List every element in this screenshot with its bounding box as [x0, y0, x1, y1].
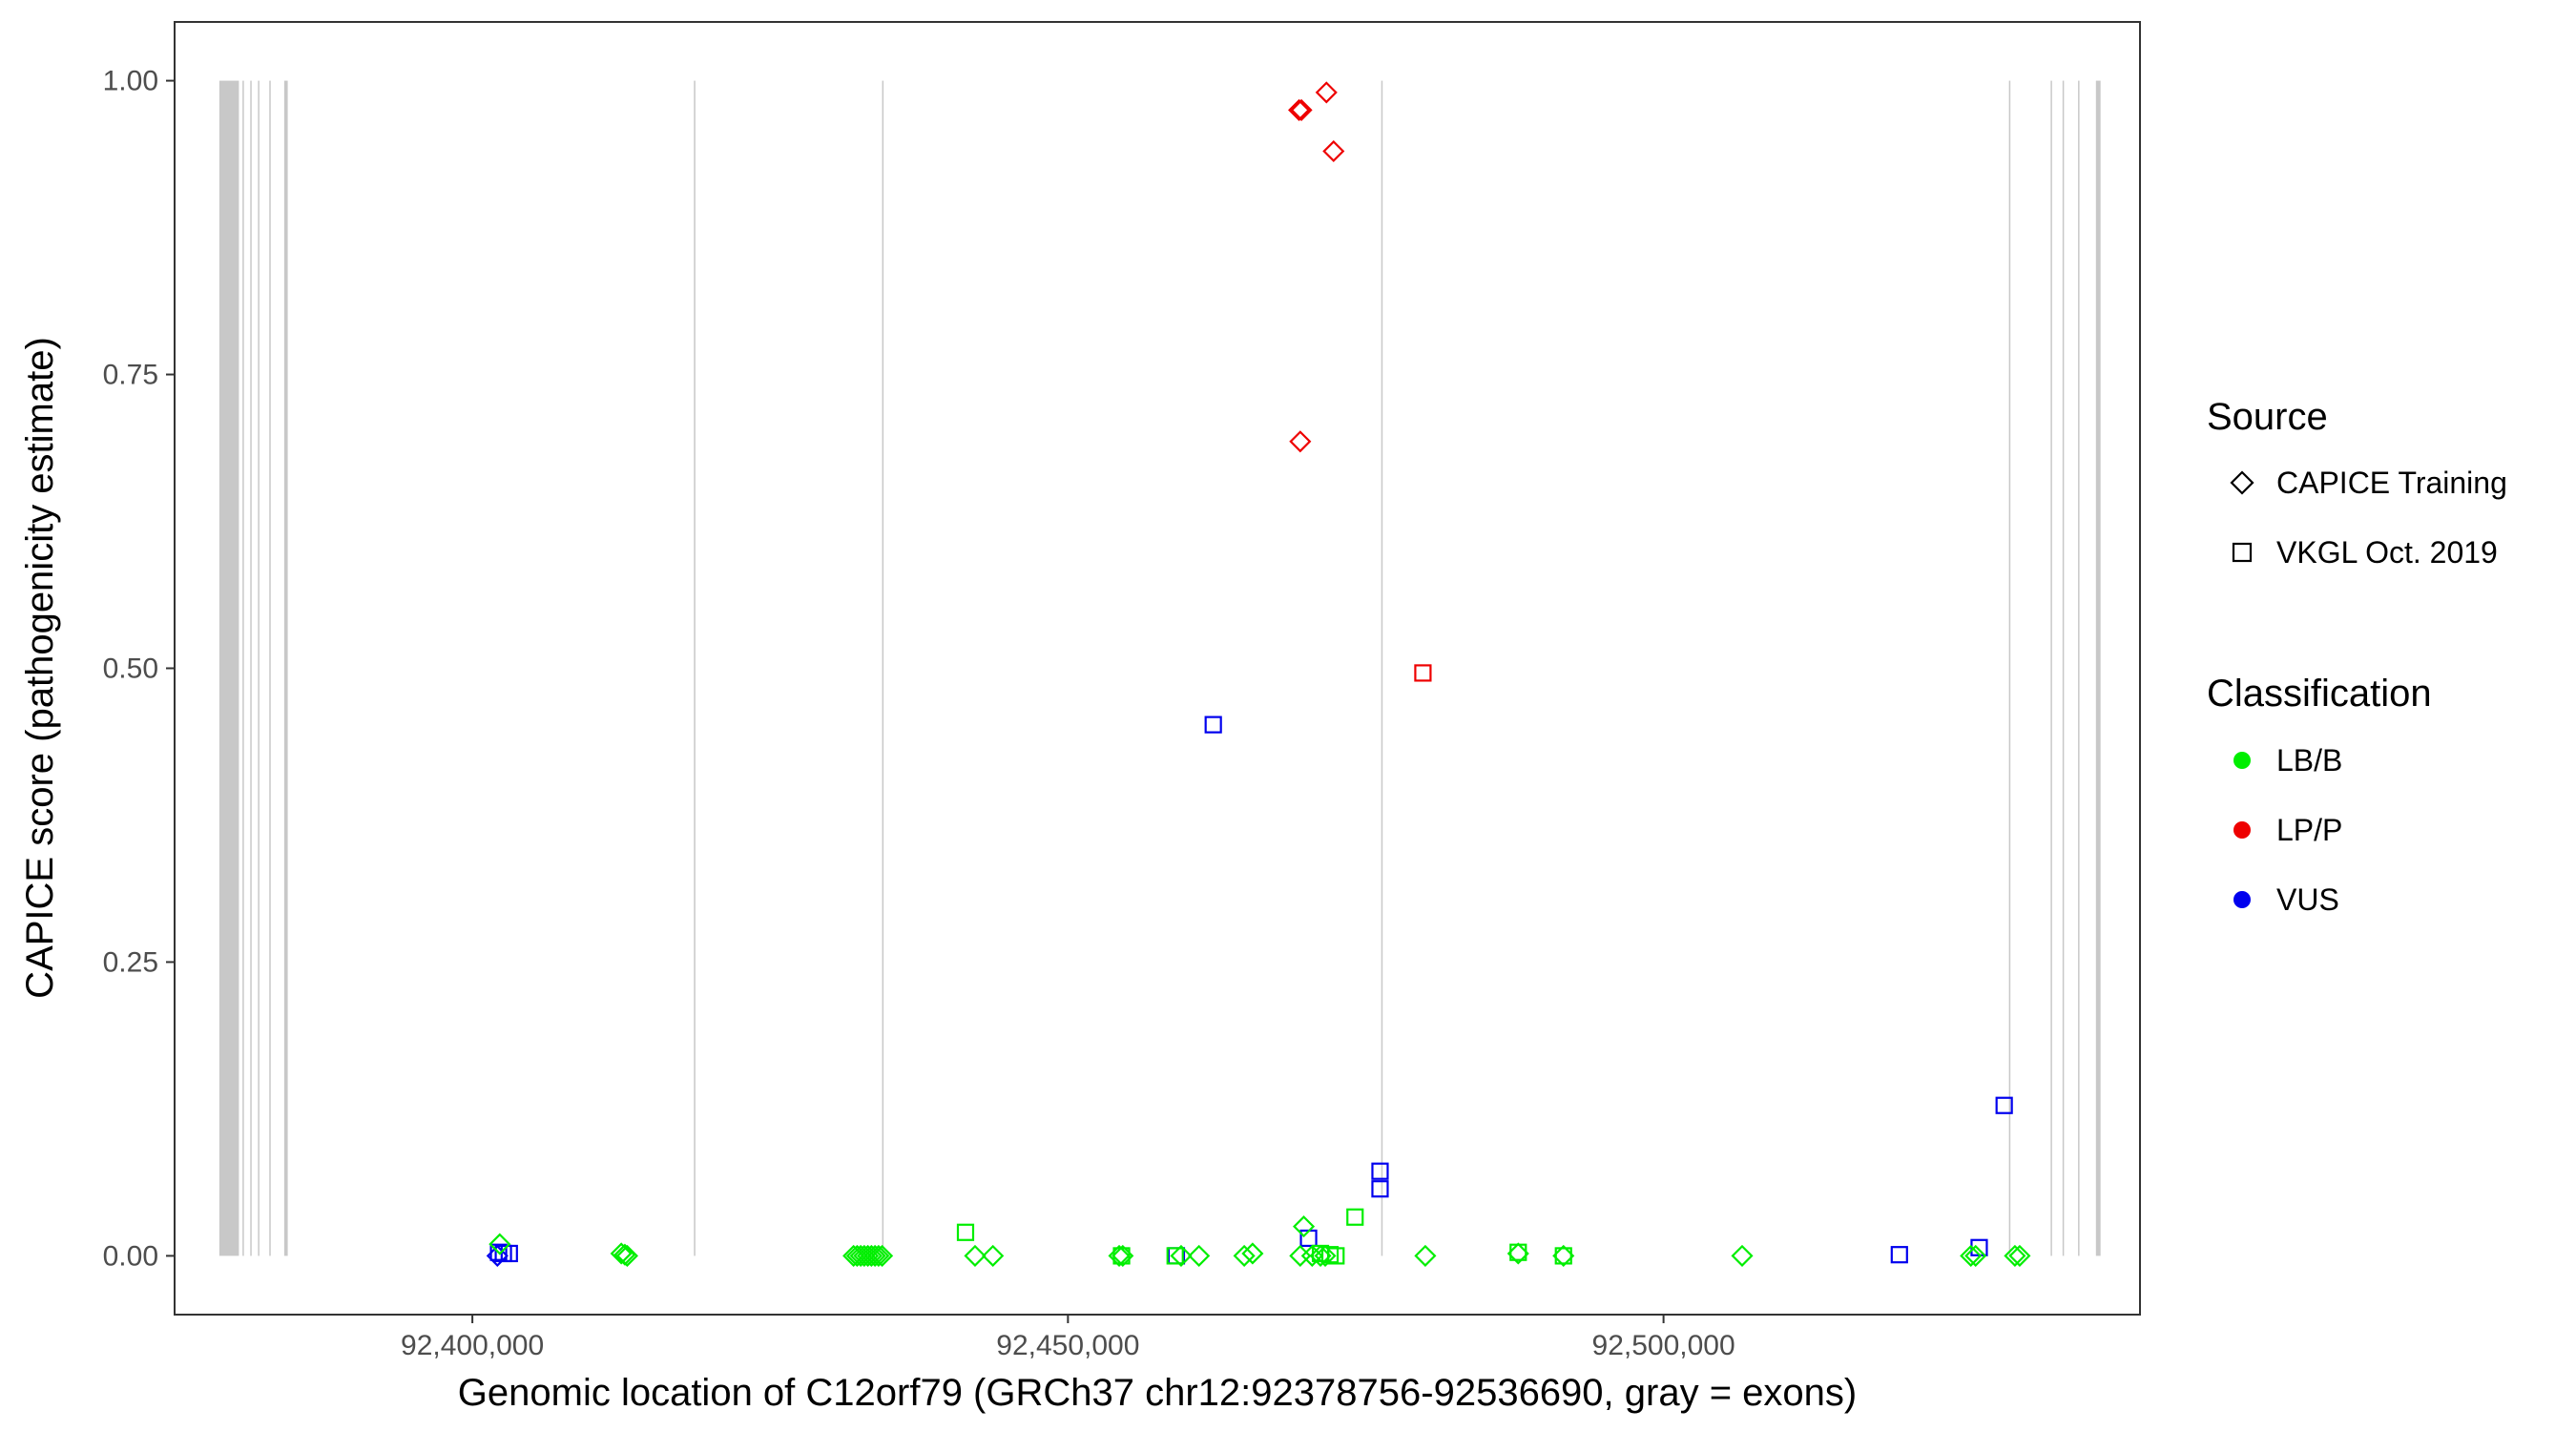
exon-band: [2095, 80, 2101, 1256]
y-tick-label: 0.75: [103, 360, 158, 391]
point-lbb-square: [1327, 1247, 1345, 1265]
point-vus-square: [1204, 716, 1222, 734]
y-tick-label: 1.00: [103, 66, 158, 97]
legend-classification-title: Classification: [2207, 673, 2432, 715]
exon-band: [2008, 80, 2011, 1256]
legend-classification: Classification LB/B LP/P VUS: [2207, 673, 2432, 917]
exon-band: [2050, 80, 2052, 1256]
legend-vus-dot: [2233, 891, 2251, 908]
exon-band: [2062, 80, 2065, 1256]
y-tick-label: 0.00: [103, 1240, 158, 1272]
exon-band: [250, 80, 252, 1256]
point-lbb-diamond: [857, 1244, 880, 1267]
point-lbb-diamond: [1108, 1244, 1131, 1267]
exon-band: [2078, 80, 2080, 1256]
legend-source: Source CAPICE Training VKGL Oct. 2019: [2207, 396, 2507, 570]
exon-band: [1381, 80, 1383, 1256]
legend-source-title: Source: [2207, 396, 2328, 438]
y-tick-label: 0.50: [103, 653, 158, 685]
point-lbb-diamond: [1731, 1244, 1754, 1267]
point-lbb-diamond: [610, 1242, 633, 1265]
point-lbb-diamond: [2004, 1244, 2026, 1267]
point-vus-square: [1995, 1096, 2013, 1114]
point-lbb-diamond: [1309, 1244, 1332, 1267]
point-vus-diamond: [486, 1244, 509, 1267]
point-lbb-diamond: [867, 1244, 890, 1267]
point-lpp-square: [1414, 664, 1432, 682]
point-lbb-diamond: [1414, 1244, 1437, 1267]
plot-panel: [174, 21, 2141, 1316]
point-lbb-square: [1166, 1247, 1184, 1265]
exon-band: [269, 80, 271, 1256]
x-tick-label: 92,500,000: [1592, 1330, 1735, 1361]
legend-vkgl-label: VKGL Oct. 2019: [2276, 535, 2498, 570]
x-axis: 92,400,000 92,450,000 92,500,000: [401, 1315, 1735, 1361]
point-vus-square: [500, 1244, 518, 1263]
point-lbb-diamond: [1314, 1244, 1337, 1267]
point-lbb-square: [1554, 1247, 1572, 1265]
point-lbb-diamond: [871, 1244, 894, 1267]
point-lbb-diamond: [1188, 1244, 1211, 1267]
exon-band: [218, 80, 239, 1256]
point-lbb-diamond: [853, 1244, 876, 1267]
point-lbb-square: [1509, 1243, 1527, 1261]
point-lpp-diamond: [1315, 81, 1338, 104]
legend-diamond-symbol: [2230, 470, 2254, 495]
point-lbb-square: [1346, 1208, 1364, 1226]
point-lbb-diamond: [1293, 1215, 1316, 1238]
point-lbb-diamond: [842, 1244, 865, 1267]
y-axis: 0.00 0.25 0.50 0.75 1.00: [103, 66, 175, 1272]
legend-square-symbol: [2232, 542, 2253, 563]
point-lbb-diamond: [1233, 1244, 1256, 1267]
point-lbb-diamond: [860, 1244, 883, 1267]
point-vus-square: [1371, 1162, 1389, 1180]
x-tick-label: 92,400,000: [401, 1330, 544, 1361]
point-lbb-diamond: [964, 1244, 987, 1267]
point-lbb-diamond: [1506, 1242, 1529, 1265]
exon-band: [882, 80, 884, 1256]
point-lbb-diamond: [1241, 1242, 1264, 1265]
point-vus-square: [1299, 1229, 1318, 1248]
point-lbb-diamond: [615, 1244, 638, 1267]
point-lbb-diamond: [845, 1244, 868, 1267]
legend-lbb-dot: [2233, 752, 2251, 769]
legend-lbb-label: LB/B: [2276, 743, 2342, 778]
point-lbb-diamond: [1552, 1244, 1575, 1267]
point-lbb-square: [1112, 1247, 1131, 1265]
data-points: [486, 81, 2031, 1267]
legend-lpp-label: LP/P: [2276, 813, 2342, 847]
point-lbb-diamond: [2008, 1244, 2031, 1267]
point-lbb-diamond: [488, 1233, 511, 1255]
point-lbb-diamond: [1964, 1244, 1987, 1267]
x-axis-title: Genomic location of C12orf79 (GRCh37 chr…: [458, 1372, 1857, 1414]
y-tick-label: 0.25: [103, 946, 158, 978]
exon-bands: [218, 80, 2101, 1256]
legend-lpp-dot: [2233, 821, 2251, 839]
exon-band: [258, 80, 260, 1256]
point-vus-square: [1371, 1180, 1389, 1198]
point-lpp-diamond: [1290, 98, 1313, 121]
point-lbb-diamond: [863, 1244, 886, 1267]
point-lbb-diamond: [1170, 1244, 1193, 1267]
point-vus-square: [1890, 1246, 1908, 1264]
exon-band: [283, 80, 288, 1256]
point-lbb-diamond: [1960, 1244, 1983, 1267]
point-lbb-diamond: [849, 1244, 872, 1267]
y-axis-title: CAPICE score (pathogenicity estimate): [19, 337, 61, 999]
point-lbb-square: [1320, 1246, 1340, 1264]
point-lbb-diamond: [1289, 1244, 1312, 1267]
point-lpp-diamond: [1288, 98, 1311, 121]
x-tick-label: 92,450,000: [996, 1330, 1139, 1361]
point-lpp-diamond: [1322, 139, 1345, 163]
exon-band: [694, 80, 696, 1256]
point-lpp-diamond: [1289, 430, 1312, 453]
point-lbb-square: [956, 1223, 975, 1241]
legend-vus-label: VUS: [2276, 882, 2339, 917]
point-lbb-diamond: [982, 1244, 1005, 1267]
exon-band: [242, 80, 244, 1256]
legend-capice-training-label: CAPICE Training: [2276, 466, 2507, 500]
